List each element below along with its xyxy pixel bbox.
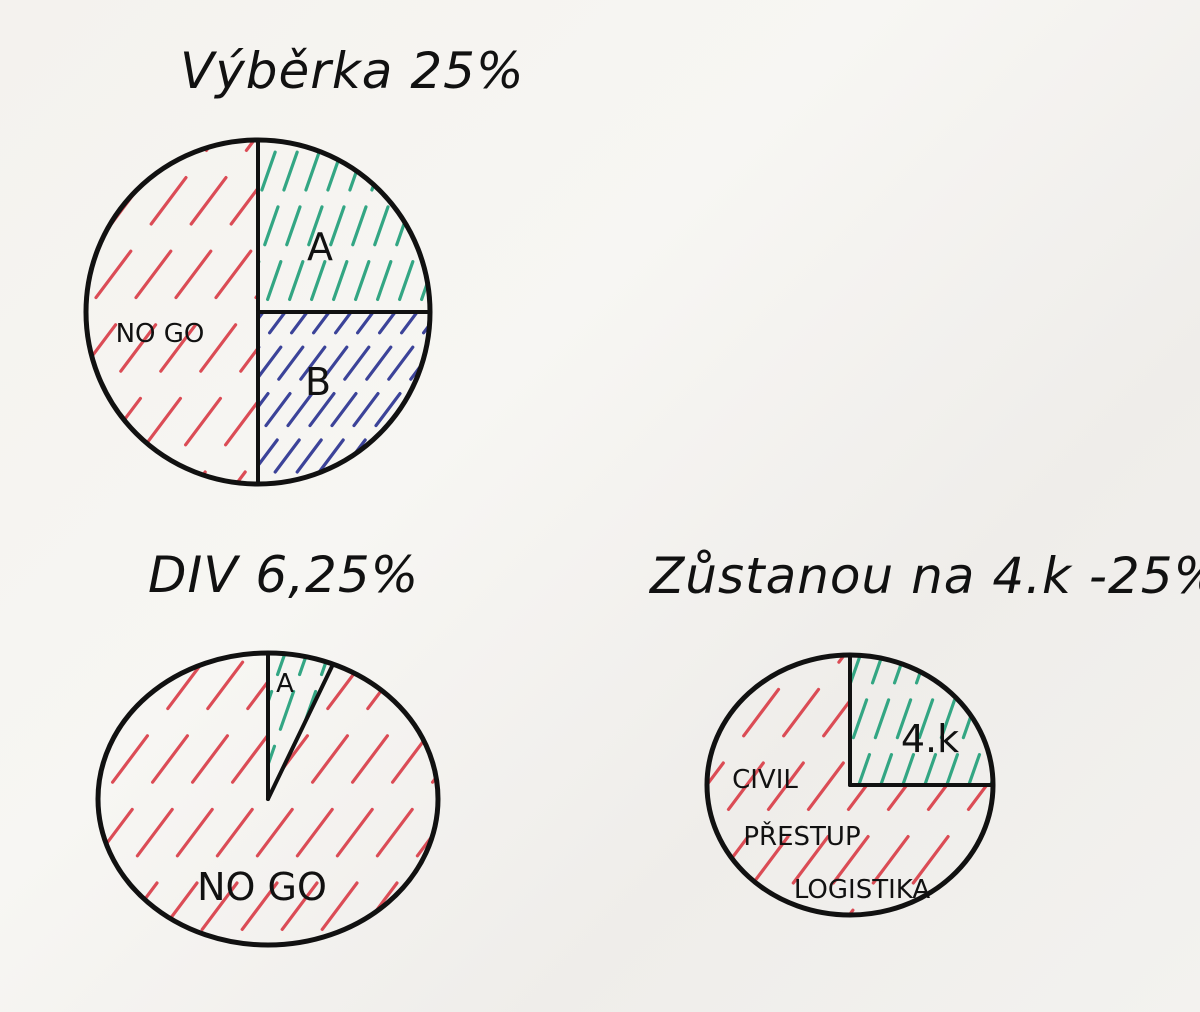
chart-div: DIV 6,25% A NO GO: [95, 546, 441, 948]
chart-title: Výběrka 25%: [180, 42, 524, 100]
chart-zustanou: Zůstanou na 4.k -25% 4.k CIVIL PŘESTUP L…: [648, 547, 1200, 918]
pie-slice: [98, 653, 438, 945]
slice-label-civil: CIVIL: [732, 765, 798, 795]
pie-slice: [268, 653, 334, 799]
slice-label-a: A: [307, 225, 333, 269]
pie-dividers: [848, 653, 995, 787]
annotation-logistika: LOGISTIKA: [794, 875, 930, 905]
annotation-prestup: PŘESTUP: [743, 820, 860, 852]
pie-slice: [850, 655, 993, 785]
chart-title: Zůstanou na 4.k -25%: [648, 547, 1200, 605]
slice-divider: [266, 662, 336, 801]
pie-slices: [98, 653, 438, 945]
chart-vyberka: Výběrka 25% A B NO GO: [83, 42, 524, 487]
slice-label-a: A: [276, 669, 294, 699]
chart-title: DIV 6,25%: [148, 546, 419, 604]
slice-label-b: B: [305, 360, 331, 404]
slice-label-4k: 4.k: [901, 717, 959, 761]
slice-label-nogo: NO GO: [116, 319, 205, 349]
pie-dividers: [256, 138, 432, 486]
slice-label-nogo: NO GO: [197, 865, 327, 909]
pie-dividers: [266, 651, 336, 801]
